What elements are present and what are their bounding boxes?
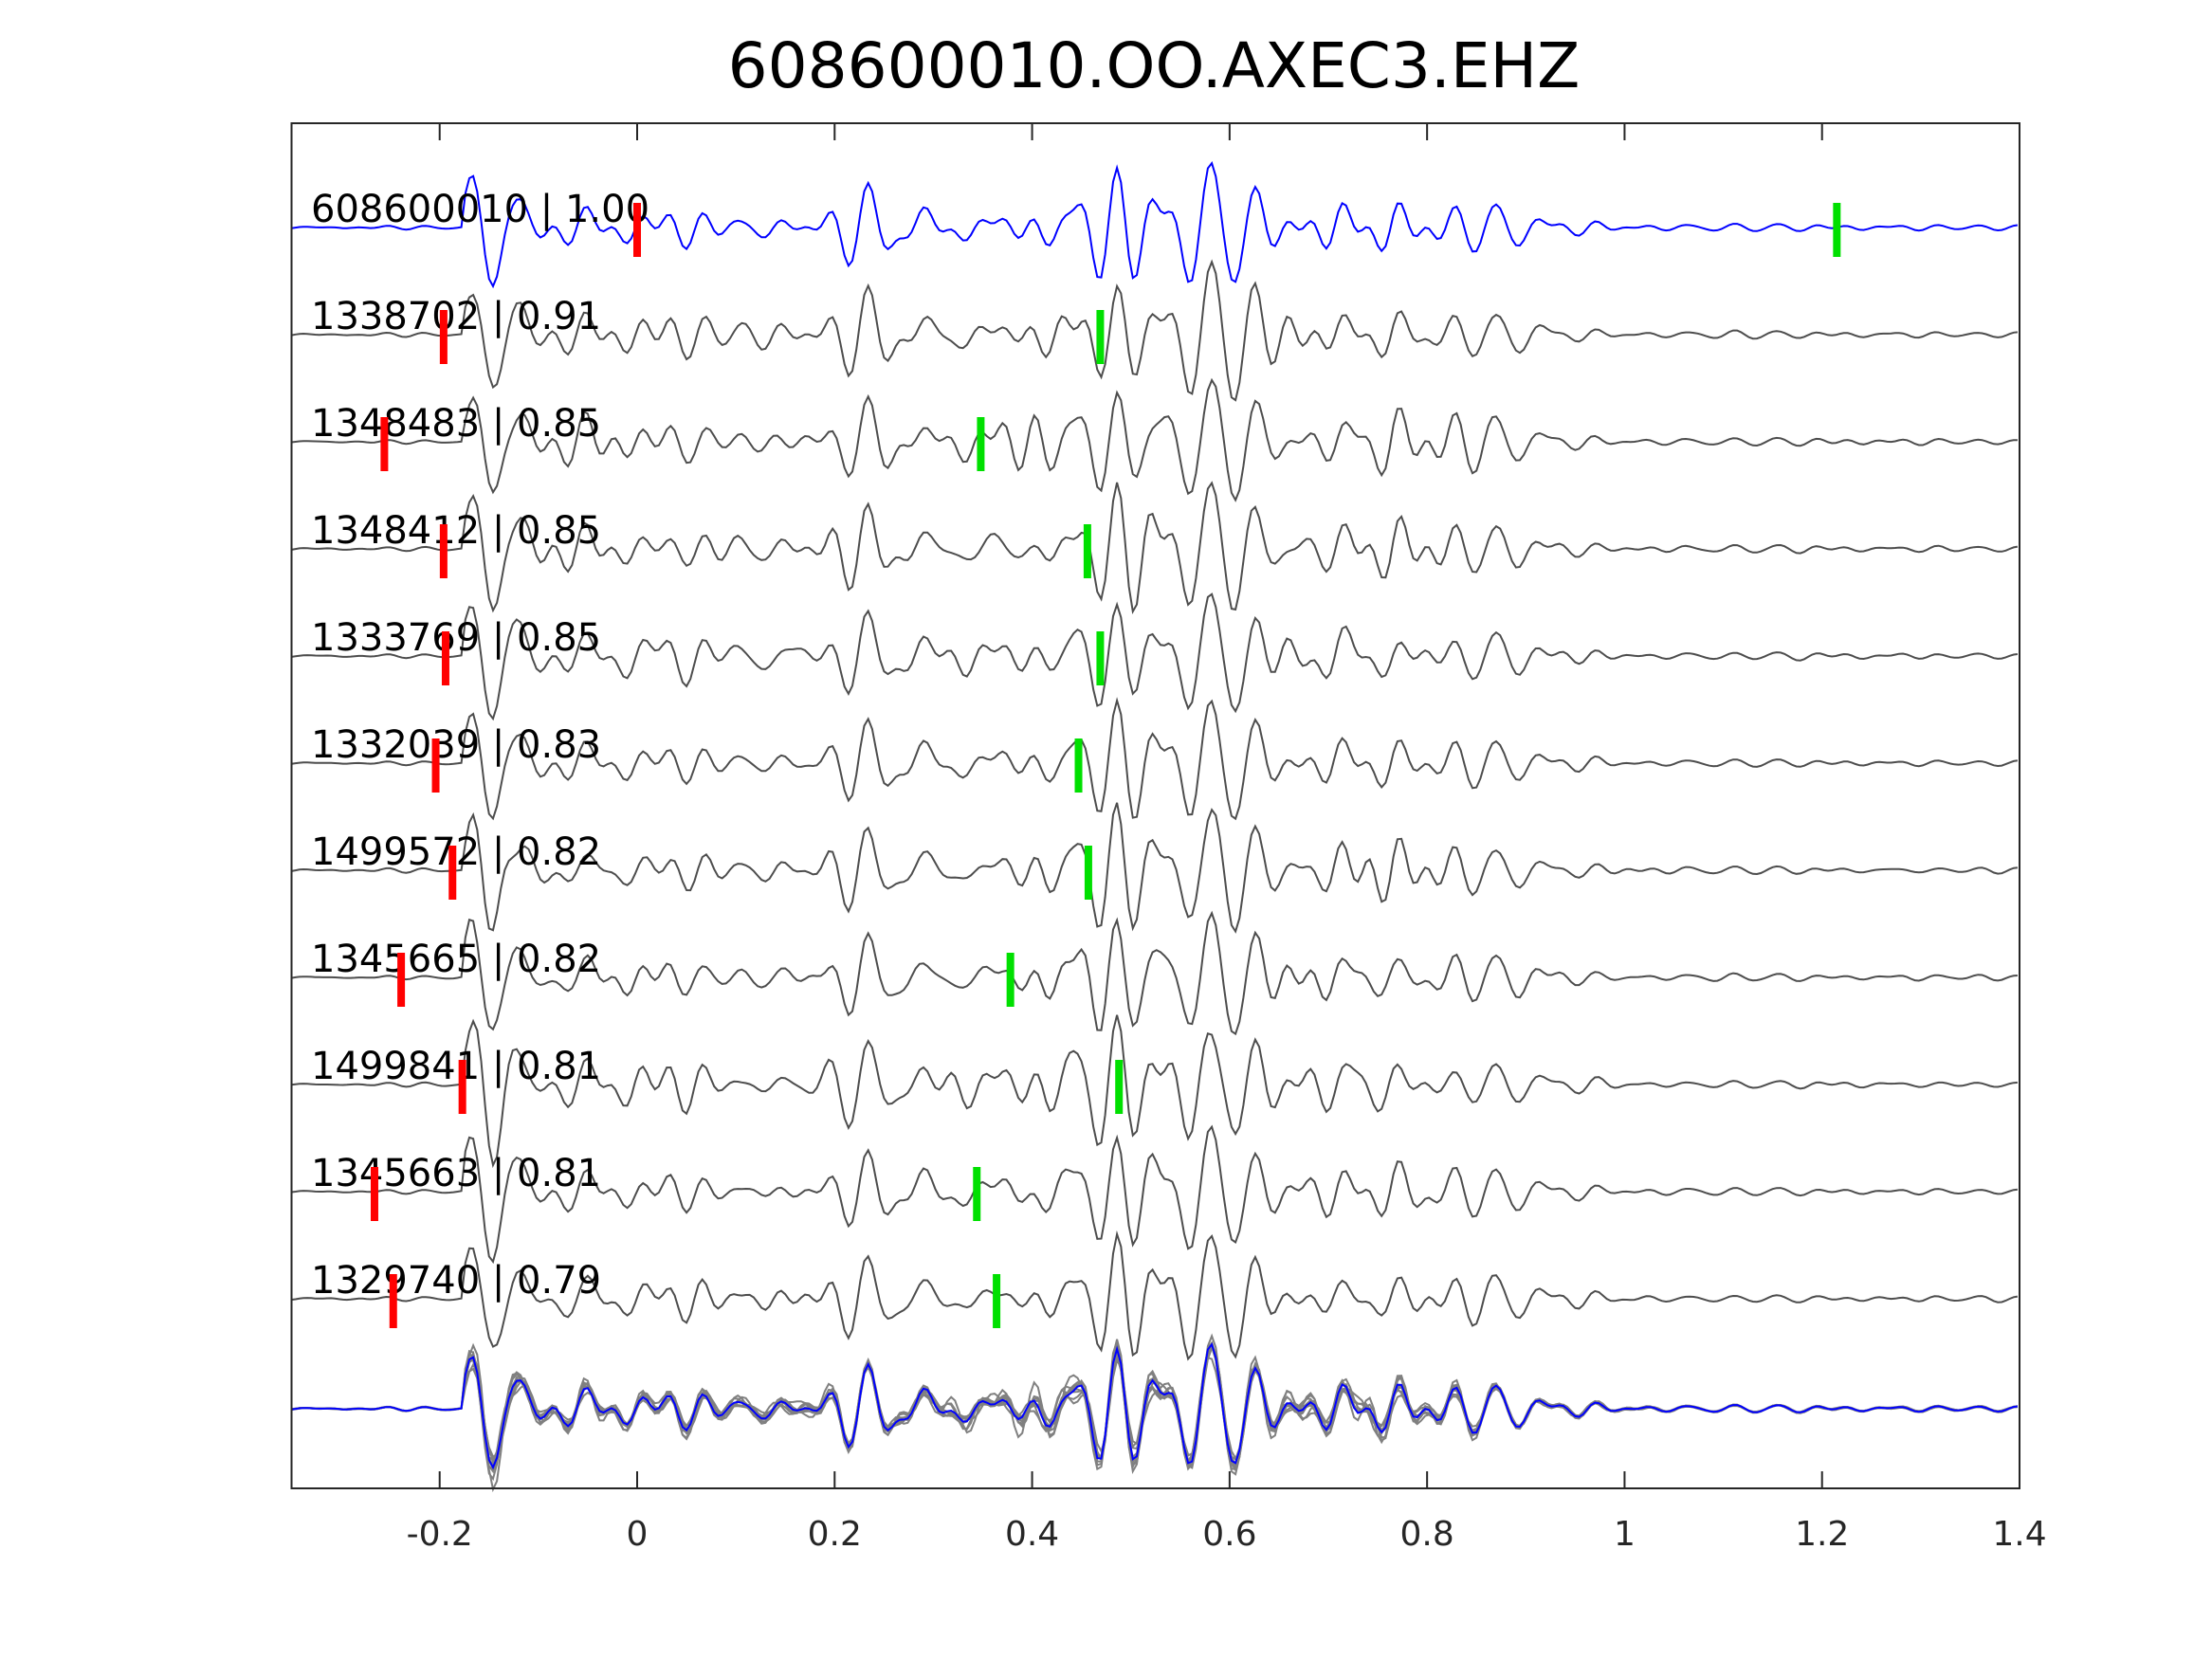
p-pick-marker [370,1167,378,1221]
stacked-trace [291,1342,2019,1467]
s-pick-marker [973,1167,981,1221]
waveform-trace [291,259,2018,402]
p-pick-marker [441,631,449,685]
x-tick-label: 0.2 [808,1515,862,1554]
waveform-trace [291,592,2019,721]
trace-label: 1333769 | 0.85 [311,616,601,660]
x-tick-label: 1.2 [1795,1515,1849,1554]
x-tick-label: 0.8 [1400,1515,1454,1554]
picks-group [370,203,1841,1328]
s-pick-marker [1115,1060,1124,1114]
trace-label: 1348412 | 0.85 [311,509,601,553]
waveform-trace [291,377,2018,502]
waveform-trace [291,802,2019,934]
trace-label: 1332039 | 0.83 [311,723,601,767]
p-pick-marker [431,738,440,793]
traces-group [291,160,2019,1493]
x-tick-label: -0.2 [407,1515,473,1554]
x-tick-label: 0.6 [1202,1515,1256,1554]
trace-labels: 608600010 | 1.00 1338702 | 0.91 1348483 | … [311,188,649,1303]
trace-label: 1348483 | 0.85 [311,402,601,446]
trace-label: 1338702 | 0.91 [311,295,601,338]
p-pick-marker [439,310,448,364]
p-pick-marker [389,1274,397,1328]
s-pick-marker [1096,310,1105,364]
trace-label: 1499841 | 0.81 [311,1045,601,1088]
stacked-trace [291,1339,2018,1493]
stacked-template-trace [291,1341,2019,1470]
p-pick-marker [633,203,641,257]
x-tick-label: 1 [1614,1515,1636,1554]
stacked-trace [291,1341,2018,1468]
waveform-trace [291,160,2019,289]
trace-label: 1329740 | 0.79 [311,1259,601,1303]
s-pick-marker [977,417,985,471]
p-pick-marker [458,1060,466,1114]
plot-frame [290,122,2020,1489]
s-pick-marker [993,1274,1001,1328]
waveform-trace [291,1230,2019,1361]
s-pick-marker [1833,203,1841,257]
trace-label: 608600010 | 1.00 [311,188,649,231]
waveform-trace [291,1014,2018,1169]
trace-label: 1345665 | 0.82 [311,938,601,981]
s-pick-marker [1096,631,1105,685]
p-pick-marker [380,417,389,471]
s-pick-marker [1006,953,1015,1007]
s-pick-marker [1083,524,1091,578]
s-pick-marker [1084,846,1092,900]
p-pick-marker [448,846,457,900]
x-axis: -0.2 0 0.2 0.4 0.6 0.8 1 1.2 1.4 [407,123,2047,1554]
stacked-trace [291,1340,2019,1472]
p-pick-marker [397,953,406,1007]
p-pick-marker [439,524,448,578]
x-tick-label: 0.4 [1005,1515,1059,1554]
x-tick-label: 1.4 [1992,1515,2046,1554]
waveform-trace [291,910,2018,1036]
waveform-trace [291,481,2019,614]
chart-title: 608600010.OO.AXEC3.EHZ [728,29,1581,102]
stacked-trace [291,1333,2018,1476]
s-pick-marker [1074,738,1083,793]
waveform-trace [291,697,2019,821]
x-tick-label: 0 [627,1515,649,1554]
waveform-trace [291,1124,2019,1265]
trace-label: 1345663 | 0.81 [311,1152,601,1195]
